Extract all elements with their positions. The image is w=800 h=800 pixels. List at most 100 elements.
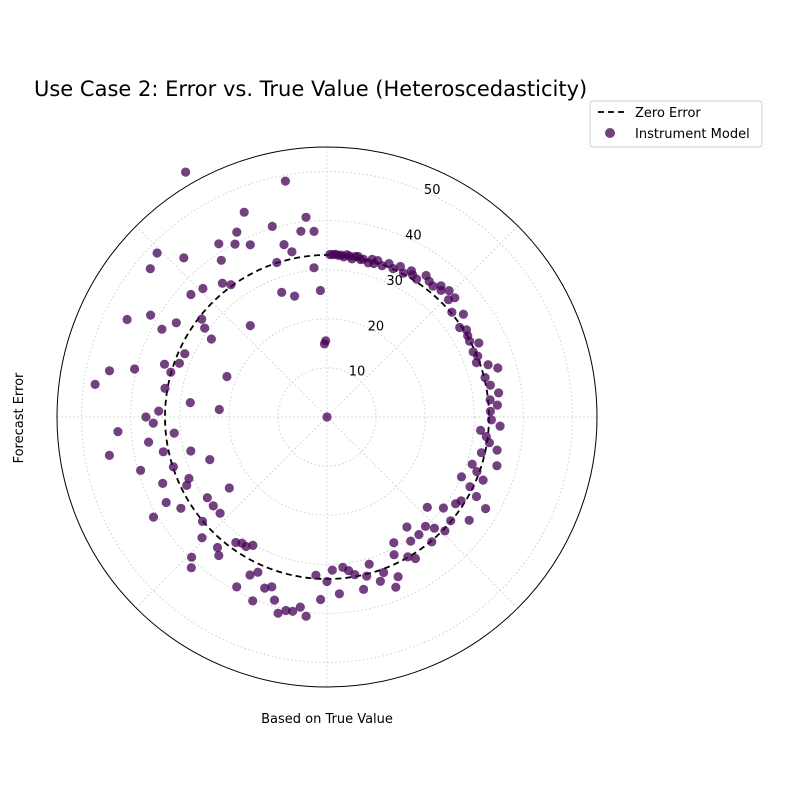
scatter-point bbox=[484, 438, 494, 448]
scatter-point bbox=[464, 515, 474, 525]
scatter-point bbox=[148, 512, 159, 522]
scatter-point bbox=[465, 336, 475, 346]
r-tick-label-30: 30 bbox=[386, 274, 403, 289]
scatter-point bbox=[309, 226, 319, 236]
scatter-point bbox=[447, 307, 457, 317]
scatter-point bbox=[493, 363, 503, 373]
scatter-point bbox=[166, 367, 176, 377]
scatter-point bbox=[197, 314, 207, 324]
scatter-point bbox=[410, 553, 420, 564]
scatter-point bbox=[272, 257, 282, 268]
scatter-point bbox=[248, 540, 258, 551]
scatter-point bbox=[480, 373, 490, 383]
scatter-point bbox=[226, 280, 236, 290]
scatter-point bbox=[362, 571, 372, 581]
scatter-point bbox=[179, 253, 189, 263]
scatter-point bbox=[472, 467, 482, 477]
scatter-point bbox=[159, 359, 170, 369]
legend: Zero Error Instrument Model bbox=[589, 100, 763, 148]
polar-grid bbox=[57, 147, 597, 687]
scatter-point bbox=[471, 358, 482, 368]
scatter-point bbox=[161, 497, 171, 508]
scatter-point bbox=[205, 455, 215, 465]
scatter-point bbox=[456, 472, 467, 482]
scatter-point bbox=[168, 462, 178, 472]
radial-gridline-20 bbox=[228, 318, 426, 516]
scatter-point bbox=[295, 602, 305, 612]
scatter-point bbox=[296, 226, 306, 236]
scatter-point bbox=[184, 473, 194, 484]
scatter-point bbox=[492, 445, 502, 455]
scatter-point bbox=[391, 582, 401, 592]
scatter-point bbox=[215, 508, 225, 518]
scatter-point bbox=[338, 562, 348, 573]
scatter-point bbox=[486, 415, 496, 425]
scatter-point bbox=[202, 493, 212, 503]
r-tick-label-40: 40 bbox=[405, 229, 422, 244]
scatter-point bbox=[412, 274, 422, 284]
scatter-point bbox=[322, 576, 332, 587]
scatter-point bbox=[214, 404, 224, 415]
scatter-point bbox=[160, 383, 170, 393]
scatter-point bbox=[476, 448, 487, 458]
scatter-point bbox=[450, 293, 460, 303]
chart-title: Use Case 2: Error vs. True Value (Hetero… bbox=[34, 77, 587, 101]
radial-gridline-30 bbox=[179, 269, 475, 565]
scatter-point bbox=[197, 516, 208, 527]
scatter-point bbox=[436, 285, 446, 295]
scatter-point bbox=[279, 240, 289, 250]
legend-zero-error-label: Zero Error bbox=[635, 106, 701, 121]
scatter-point bbox=[181, 167, 191, 177]
radial-tick-labels: 10 20 30 40 50 bbox=[349, 183, 441, 379]
scatter-point bbox=[483, 360, 493, 370]
scatter-point bbox=[212, 542, 223, 553]
scatter-point bbox=[393, 572, 403, 582]
scatter-point bbox=[260, 583, 270, 593]
scatter-point bbox=[427, 537, 437, 547]
scatter-point bbox=[492, 461, 502, 471]
scatter-point bbox=[465, 482, 475, 492]
scatter-point bbox=[492, 400, 502, 410]
scatter-point bbox=[301, 611, 311, 621]
y-axis-label: Forecast Error bbox=[12, 372, 27, 463]
scatter-point bbox=[422, 502, 432, 512]
scatter-point bbox=[485, 380, 495, 390]
scatter-point bbox=[389, 550, 399, 560]
scatter-point bbox=[403, 552, 413, 562]
scatter-point bbox=[334, 589, 344, 599]
scatter-point bbox=[253, 567, 263, 577]
scatter-point bbox=[458, 309, 468, 319]
scatter-point bbox=[481, 504, 491, 514]
scatter-point bbox=[375, 576, 385, 586]
scatter-point bbox=[217, 278, 227, 288]
scatter-point bbox=[90, 379, 100, 389]
scatter-point bbox=[287, 247, 297, 257]
scatter-point bbox=[402, 522, 412, 532]
scatter-point bbox=[185, 398, 195, 408]
legend-frame bbox=[589, 100, 763, 148]
scatter-point bbox=[377, 261, 387, 271]
x-axis-label: Based on True Value bbox=[261, 712, 393, 727]
scatter-point bbox=[288, 606, 298, 616]
scatter-point bbox=[176, 503, 186, 513]
scatter-point bbox=[158, 478, 168, 488]
scatter-point bbox=[232, 582, 242, 592]
scatter-point bbox=[327, 565, 337, 575]
scatter-point bbox=[198, 283, 208, 294]
scatter-point bbox=[152, 248, 162, 258]
scatter-point bbox=[141, 412, 151, 422]
scatter-point bbox=[214, 239, 224, 249]
scatter-point bbox=[321, 336, 331, 346]
scatter-point bbox=[146, 310, 156, 320]
scatter-point bbox=[208, 501, 218, 511]
scatter-point bbox=[222, 371, 232, 382]
scatter-point bbox=[398, 268, 409, 278]
scatter-point bbox=[245, 240, 255, 250]
scatter-point bbox=[182, 480, 192, 490]
angular-gridline-225 bbox=[135, 416, 328, 609]
scatter-point bbox=[277, 287, 287, 297]
scatter-point bbox=[113, 427, 123, 437]
polar-frame bbox=[56, 146, 598, 688]
scatter-point bbox=[174, 358, 184, 368]
